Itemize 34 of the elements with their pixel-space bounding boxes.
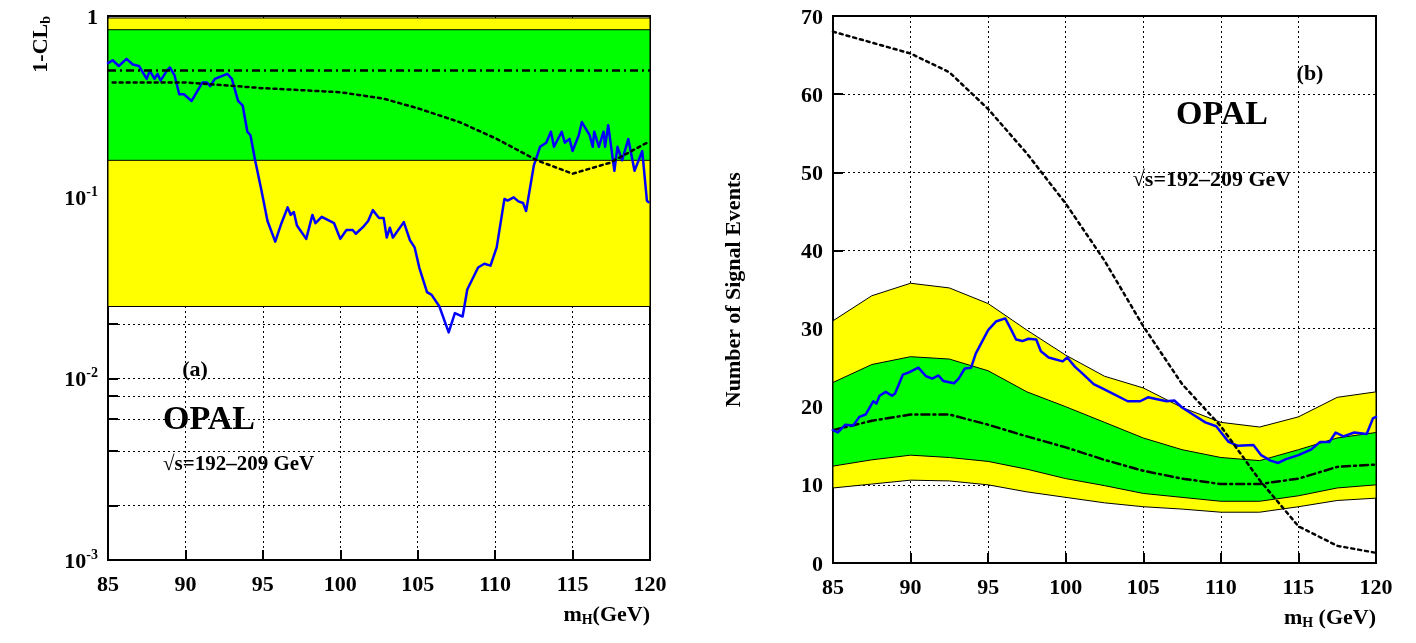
line-series <box>831 317 1378 465</box>
y-tick-label: 40 <box>801 237 823 263</box>
y-tick-label: 20 <box>801 394 823 420</box>
x-tick-label: 120 <box>1359 573 1393 599</box>
y-axis-title: Number of Signal Events <box>719 171 745 408</box>
annotation: √s=192–209 GeV <box>163 451 315 475</box>
x-tick-label: 95 <box>251 570 274 596</box>
y-tick-label: 60 <box>801 81 823 107</box>
annotation: OPAL <box>163 398 255 436</box>
y-tick-label: 10 <box>801 472 823 498</box>
line-series <box>106 57 650 334</box>
y-tick-label: 0 <box>812 550 823 576</box>
annotation: OPAL <box>1176 93 1268 131</box>
x-tick-label: 95 <box>977 573 1000 599</box>
annotation: √s=192–209 GeV <box>1132 165 1292 191</box>
y-tick-label: 70 <box>801 3 823 29</box>
x-tick-label: 105 <box>401 570 435 596</box>
annotation: (a) <box>182 355 208 381</box>
x-tick-label: 85 <box>97 570 119 596</box>
x-tick-label: 115 <box>1282 573 1315 599</box>
y-tick-label: 30 <box>801 316 823 342</box>
x-tick-label: 100 <box>323 570 357 596</box>
x-tick-label: 120 <box>633 570 667 596</box>
y-tick-label: 50 <box>801 159 823 185</box>
x-tick-label: 90 <box>899 573 922 599</box>
x-tick-label: 115 <box>556 570 589 596</box>
x-tick-label: 105 <box>1126 573 1160 599</box>
x-tick-label: 85 <box>822 573 844 599</box>
x-tick-label: 100 <box>1049 573 1083 599</box>
annotation: (b) <box>1296 59 1324 85</box>
x-tick-label: 90 <box>174 570 197 596</box>
x-tick-label: 110 <box>479 570 512 596</box>
y-tick-label: 1 <box>87 3 98 29</box>
x-tick-label: 110 <box>1204 573 1237 599</box>
